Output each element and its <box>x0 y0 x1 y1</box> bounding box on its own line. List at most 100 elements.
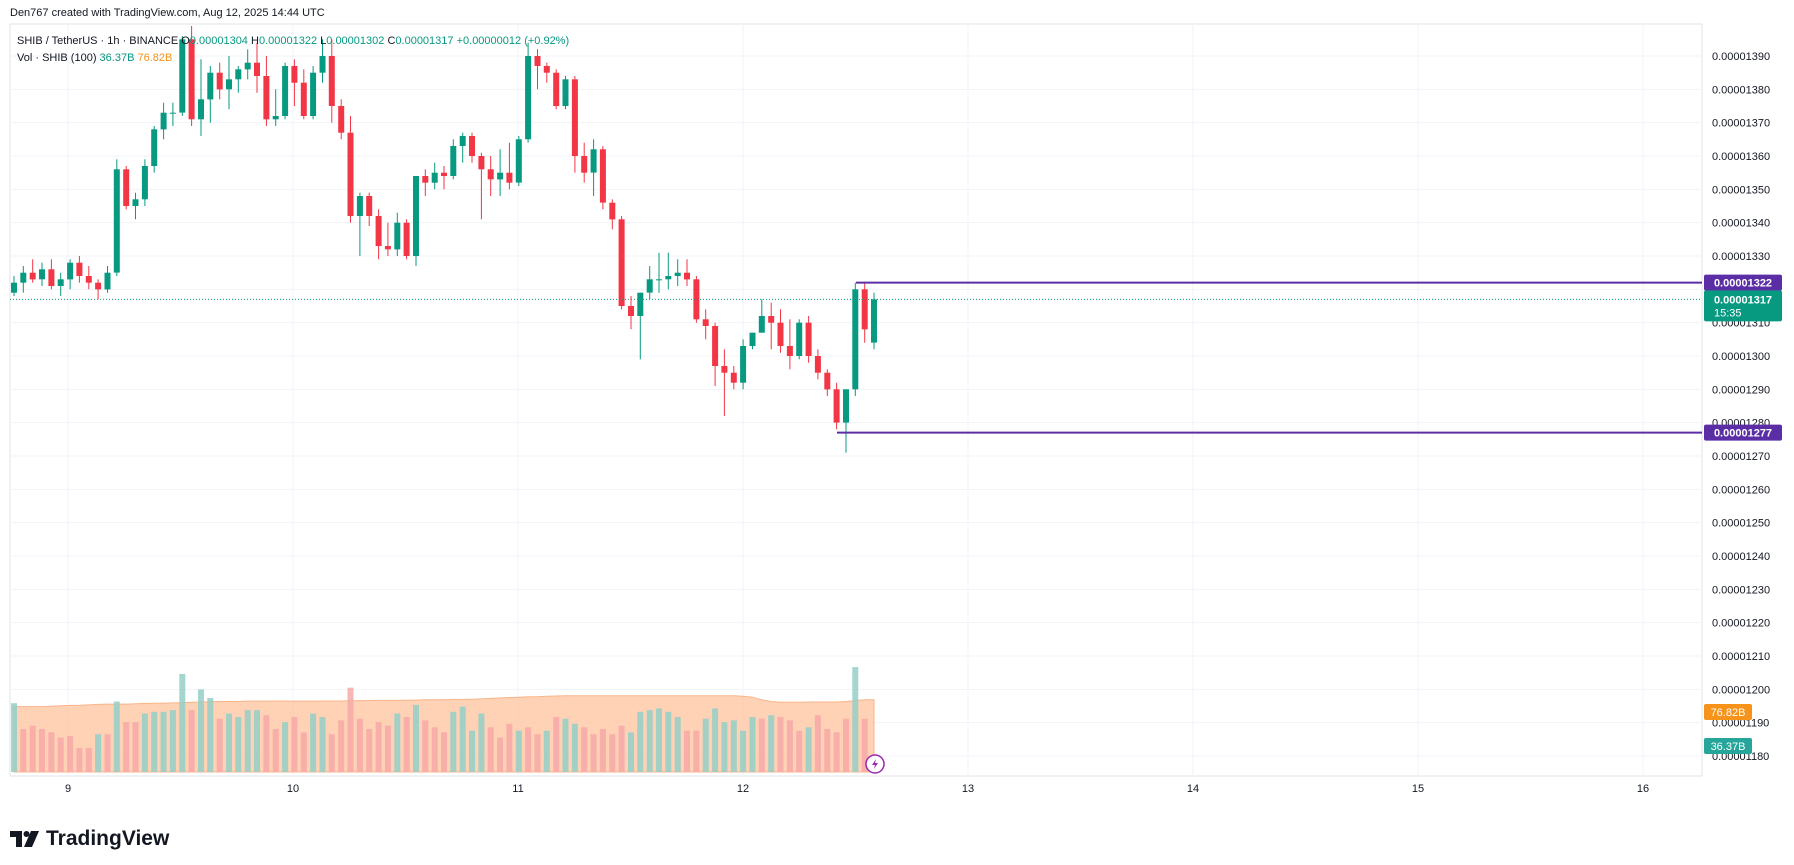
symbol-name[interactable]: SHIB / TetherUS · 1h · BINANCE <box>17 35 179 47</box>
volume-bar <box>356 718 363 772</box>
candle-body <box>469 136 475 156</box>
candle-body <box>282 66 289 116</box>
volume-bar <box>328 734 335 772</box>
volume-bar <box>796 730 803 772</box>
volume-bar <box>618 725 625 772</box>
volume-bar <box>777 717 784 772</box>
volume-current-tag-label: 36.37B <box>1711 741 1746 753</box>
candle-body <box>506 172 513 183</box>
close-value: 0.00001317 <box>395 35 454 47</box>
y-tick-label: 0.00001200 <box>1712 684 1770 696</box>
volume-bar <box>599 729 606 772</box>
candle-body <box>459 136 466 146</box>
tradingview-logo[interactable]: TradingView <box>10 827 169 851</box>
candle-body <box>656 279 662 281</box>
candle-body <box>534 56 541 66</box>
candle-body <box>85 276 92 283</box>
volume-bar <box>684 730 690 772</box>
volume-bar <box>188 710 195 772</box>
volume-bar <box>151 711 158 772</box>
candle-body <box>599 149 606 203</box>
candle-body <box>188 39 195 120</box>
candle-body <box>441 172 447 176</box>
volume-bar <box>534 734 541 772</box>
volume-bar <box>487 727 494 772</box>
price-change: +0.00000012 (+0.92%) <box>456 35 570 47</box>
y-tick-label: 0.00001390 <box>1712 51 1770 63</box>
volume-bar <box>179 674 186 772</box>
candle-body <box>366 196 373 216</box>
volume-ma-tag <box>1704 704 1752 720</box>
volume-bar <box>48 732 55 772</box>
volume-bar <box>543 730 550 772</box>
candle-body <box>413 176 419 256</box>
volume-bar <box>824 729 831 772</box>
y-tick-label: 0.00001190 <box>1712 718 1769 730</box>
symbol-legend: SHIB / TetherUS · 1h · BINANCE O0.000013… <box>17 35 569 47</box>
volume-bar <box>833 732 840 772</box>
volume-bar <box>300 732 307 772</box>
volume-bar <box>843 718 849 772</box>
candle-body <box>786 346 793 356</box>
volume-bar <box>272 729 279 772</box>
volume-bar <box>394 713 401 772</box>
y-tick-label: 0.00001340 <box>1712 218 1770 230</box>
candle-body <box>758 316 765 333</box>
volume-bar <box>562 718 569 772</box>
candle-body <box>328 56 335 106</box>
volume-bar <box>478 713 485 772</box>
y-tick-label: 0.00001210 <box>1712 651 1770 663</box>
plot-frame <box>9 23 1703 777</box>
candle-body <box>543 66 550 73</box>
current-price-label: 0.00001317 <box>1714 294 1772 306</box>
candle-body <box>198 99 204 120</box>
candle-body <box>356 196 363 216</box>
candle-body <box>291 66 298 83</box>
candle-body <box>740 346 747 383</box>
volume-bar <box>515 730 522 772</box>
volume-bar <box>506 723 513 772</box>
volume-bar <box>235 717 242 772</box>
candle-body <box>562 79 569 106</box>
y-tick-label: 0.00001380 <box>1712 84 1770 96</box>
candle-body <box>525 56 532 140</box>
candle-body <box>684 272 690 280</box>
volume-bar <box>216 718 223 772</box>
volume-bar <box>422 720 429 772</box>
volume-bar <box>226 713 232 772</box>
chart-credit: Den767 created with TradingView.com, Aug… <box>10 7 325 19</box>
high-label: H <box>251 35 259 47</box>
candle-body <box>151 129 158 166</box>
volume-bar <box>814 715 821 772</box>
volume-bar <box>123 722 130 772</box>
candle-body <box>104 272 111 290</box>
candle-body <box>814 356 821 373</box>
candle-body <box>375 216 382 246</box>
volume-bar <box>384 725 391 772</box>
volume-bar <box>571 723 578 772</box>
volume-bar <box>805 727 812 772</box>
volume-bar <box>198 689 204 772</box>
candle-body <box>618 219 625 306</box>
candle-body <box>712 326 719 366</box>
candle-body <box>29 272 36 280</box>
candle-body <box>132 199 139 206</box>
volume-bar <box>749 717 756 772</box>
volume-bar <box>263 715 270 772</box>
candle-body <box>590 149 597 173</box>
candle-body <box>721 366 728 373</box>
y-tick-label: 0.00001330 <box>1712 251 1770 263</box>
volume-bar <box>665 711 672 772</box>
candle-body <box>422 176 429 183</box>
volume-bar <box>740 730 747 772</box>
candle-body <box>179 39 186 113</box>
candle-body <box>319 56 326 73</box>
candle-body <box>497 172 504 180</box>
candle-body <box>123 169 130 206</box>
volume-bar <box>403 717 410 772</box>
candle-body <box>674 272 681 276</box>
candle-body <box>272 116 279 120</box>
volume-bar <box>459 706 466 772</box>
volume-indicator-name[interactable]: Vol · SHIB (100) <box>17 52 97 64</box>
